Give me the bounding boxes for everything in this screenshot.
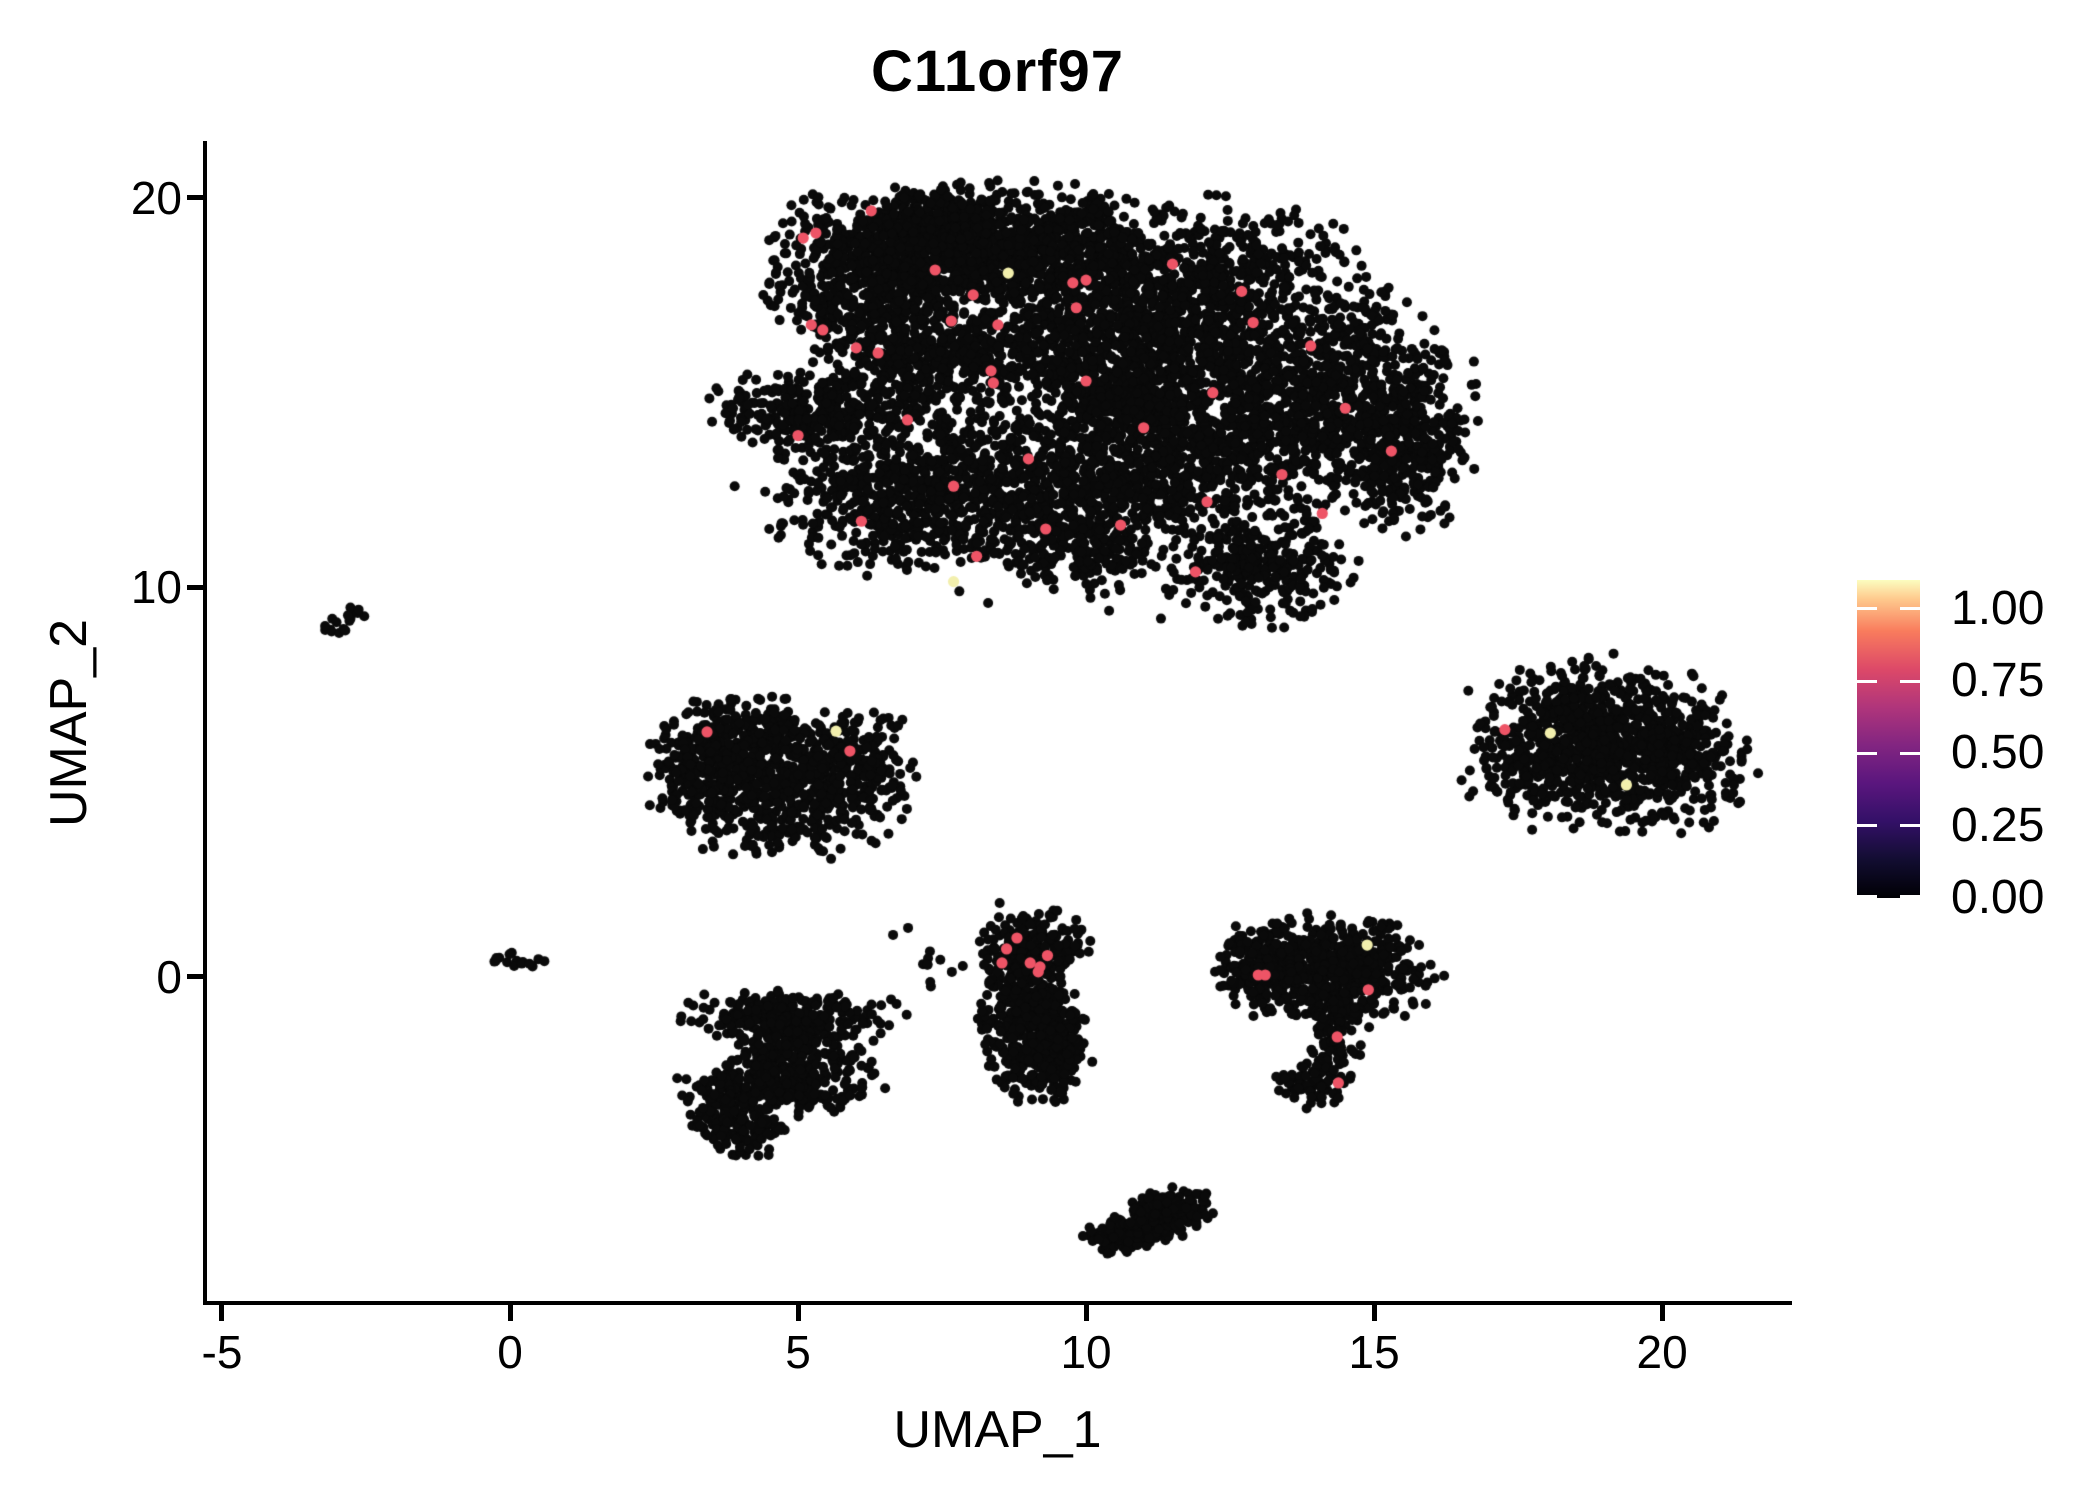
colorbar-tick-mark	[1857, 679, 1877, 683]
plot-title: C11orf97	[870, 39, 1125, 104]
colorbar-tick-mark	[1900, 894, 1920, 898]
y-tick-mark	[187, 584, 203, 590]
x-axis-line	[203, 1301, 1792, 1305]
colorbar-tick-mark	[1857, 751, 1877, 755]
y-tick-mark	[187, 195, 203, 201]
y-tick-mark	[187, 974, 203, 980]
colorbar-label: 0.50	[1951, 726, 2045, 780]
x-tick-label: 5	[785, 1326, 811, 1378]
x-tick-mark	[1371, 1305, 1377, 1321]
x-tick-mark	[219, 1305, 225, 1321]
x-tick-mark	[1083, 1305, 1089, 1321]
x-tick-mark	[795, 1305, 801, 1321]
x-tick-label: 20	[1636, 1326, 1688, 1378]
x-tick-label: 0	[497, 1326, 523, 1378]
colorbar-label: 0.25	[1951, 798, 2045, 852]
colorbar-label: 1.00	[1951, 581, 2045, 635]
y-axis-title: UMAP_2	[40, 618, 98, 828]
x-tick-label: 15	[1348, 1326, 1400, 1378]
y-axis-line	[203, 141, 207, 1305]
x-tick-mark	[507, 1305, 513, 1321]
x-tick-mark	[1659, 1305, 1665, 1321]
colorbar-tick-mark	[1857, 894, 1877, 898]
colorbar-tick-mark	[1857, 824, 1877, 828]
colorbar-tick-mark	[1900, 751, 1920, 755]
x-axis-title: UMAP_1	[893, 1401, 1102, 1459]
colorbar-tick-mark	[1857, 607, 1877, 611]
colorbar-tick-mark	[1900, 824, 1920, 828]
y-tick-label: 10	[130, 561, 182, 614]
y-tick-label: 20	[130, 171, 182, 224]
colorbar-tick-mark	[1900, 679, 1920, 683]
colorbar-label: 0.00	[1951, 871, 2045, 924]
expression-colorbar	[1857, 580, 1920, 898]
colorbar-tick-mark	[1900, 607, 1920, 611]
colorbar-label: 0.75	[1951, 654, 2045, 708]
x-tick-label: 10	[1060, 1326, 1112, 1378]
x-tick-label: -5	[201, 1326, 243, 1378]
y-tick-label: 0	[156, 950, 182, 1003]
